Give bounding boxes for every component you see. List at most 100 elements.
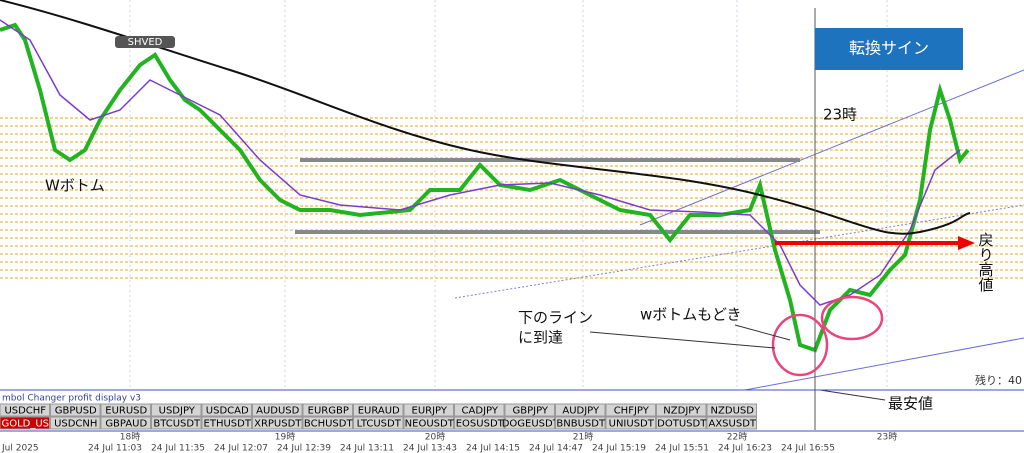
date-label: Jul 2025 [1,444,39,453]
date-label: 24 Jul 15:51 [655,444,709,453]
pointer [589,331,776,349]
channel-line [639,69,1024,226]
symbol-label[interactable]: EURGBP [308,406,349,417]
symbol-button[interactable] [302,403,353,417]
note: wボトムもどき [640,306,742,324]
highlight [771,313,829,377]
symbol-button[interactable] [201,403,252,417]
note: に到達 [518,329,563,347]
date-label: 24 Jul 12:39 [277,444,331,453]
signal-box [815,28,963,70]
symbol-label[interactable]: BNBUSDT [556,419,606,430]
badge [115,36,175,48]
grid [129,0,888,390]
date-label: 24 Jul 13:43 [403,444,457,453]
symbol-buttons: USDCHF GBPUSD EURUSD USDJPY USDCAD AUDUSD EURG… [0,403,757,430]
symbol-button[interactable] [252,416,303,430]
hour-label: 18時 [120,432,140,443]
channel-line [744,337,1024,391]
date-label: 24 Jul 16:23 [718,444,772,453]
pointer [734,324,791,341]
remaining: 残り：40 [975,373,1022,387]
badge-label: SHVED [128,37,163,48]
symbol-button[interactable] [151,416,202,430]
symbol-label[interactable]: USDCNH [54,419,97,430]
symbol-label[interactable]: NZDJPY [663,406,701,417]
symbol-button[interactable] [403,403,454,417]
symbol-button[interactable] [353,416,404,430]
symbol-label[interactable]: USDCHF [4,406,46,417]
symbol-button[interactable] [656,416,707,430]
date-label: 24 Jul 11:35 [151,444,205,453]
symbol-button[interactable] [555,403,606,417]
symbol-button[interactable] [201,416,252,430]
symbol-button[interactable] [454,403,505,417]
symbol-label[interactable]: GBPAUD [105,419,147,430]
symbol-label[interactable]: GOLD_US [1,419,49,430]
symbol-button[interactable] [151,403,202,417]
symbol-label[interactable]: CHFJPY [614,406,650,417]
hour-label: 19時 [275,432,295,443]
symbol-button[interactable] [50,416,101,430]
symbol-label[interactable]: BCHUSDT [304,419,354,430]
signal-label: 転換サイン [849,39,929,58]
symbol-button[interactable] [252,403,303,417]
symbol-label[interactable]: DOTUSDT [657,419,707,430]
arrow-head [958,236,975,250]
symbol-label[interactable]: GBPUSD [55,406,97,417]
hour-note: 23時 [823,106,857,124]
symbol-label[interactable]: NEOUSDT [405,419,455,430]
symbol-label[interactable]: DOGEUSDT [502,419,560,430]
symbol-label[interactable]: AUDJPY [562,406,600,417]
w-bottom-label: Wボトム [45,177,105,195]
symbol-button[interactable] [0,416,50,430]
symbol-label[interactable]: GBPJPY [512,406,548,417]
price-levels [0,117,1024,279]
pointer [819,389,886,401]
symbol-label[interactable]: ETHUSDT [204,419,252,430]
symbol-label[interactable]: LTCUSDT [357,419,402,430]
symbol-button[interactable] [656,403,707,417]
channel-line [454,204,1024,299]
long-moving-average [0,0,971,235]
symbol-button[interactable] [504,403,555,417]
symbol-button[interactable] [100,403,151,417]
date-label: 24 Jul 14:15 [466,444,520,453]
symbol-label[interactable]: USDJPY [159,406,196,417]
symbol-button[interactable] [706,403,757,417]
symbol-label[interactable]: AXSUSDT [708,419,756,430]
symbol-label[interactable]: USDCAD [206,406,249,417]
date-label: 24 Jul 13:11 [340,444,394,453]
symbol-button[interactable] [0,403,50,417]
symbol-button[interactable] [353,403,404,417]
hour-label: 21時 [573,432,593,443]
symbol-button[interactable] [504,416,555,430]
pullback-high-label: 戻り高値 [977,232,995,292]
symbol-label[interactable]: UNIUSDT [609,419,655,430]
symbol-button[interactable] [605,403,656,417]
symbol-button[interactable] [403,416,454,430]
symbol-label[interactable]: EURAUD [358,406,400,417]
symbol-label[interactable]: AUDUSD [256,406,300,417]
symbol-label[interactable]: EURUSD [105,406,147,417]
symbol-button[interactable] [454,416,505,430]
symbol-button[interactable] [555,416,606,430]
symbol-button[interactable] [50,403,101,417]
symbol-label[interactable]: CADJPY [462,406,499,417]
symbol-label[interactable]: NZDUSD [711,406,755,417]
symbol-button[interactable] [605,416,656,430]
panel-title: mbol Changer profit display v3 [2,394,141,404]
symbol-button[interactable] [706,416,757,430]
hour-label: 22時 [727,432,747,443]
symbol-label[interactable]: BTCUSDT [153,419,201,430]
symbol-label[interactable]: EOSUSDT [456,419,505,430]
symbol-label[interactable]: EURJPY [412,406,448,417]
symbol-label[interactable]: XRPUSDT [254,419,302,430]
date-label: 24 Jul 16:55 [781,444,835,453]
symbol-button[interactable] [302,416,353,430]
symbol-button[interactable] [100,416,151,430]
date-label: 24 Jul 11:03 [88,444,142,453]
date-label: 24 Jul 12:07 [214,444,268,453]
